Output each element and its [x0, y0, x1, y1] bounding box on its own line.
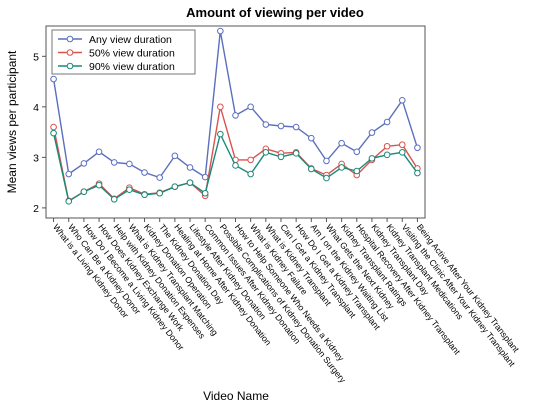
data-point [201, 189, 209, 197]
data-point [383, 151, 391, 159]
data-point [277, 122, 285, 130]
series-layer [50, 27, 421, 205]
data-point [398, 141, 406, 149]
data-point [232, 112, 239, 119]
data-point [171, 152, 179, 160]
legend-label: Any view duration [89, 34, 172, 46]
data-point [110, 159, 118, 166]
y-tick-label: 4 [33, 102, 39, 114]
data-point [201, 173, 209, 181]
data-point [126, 186, 133, 194]
x-tick-label: Being Active After Your Kidney Transplan… [415, 222, 522, 355]
data-point [110, 196, 118, 203]
data-point [80, 160, 88, 167]
legend-marker [66, 49, 74, 56]
data-point [217, 103, 224, 111]
data-point [323, 157, 330, 165]
data-point [50, 129, 57, 137]
data-point [80, 188, 88, 196]
x-axis-label: Video Name [203, 389, 269, 403]
data-point [65, 198, 73, 205]
legend-item: 90% view duration [58, 61, 175, 73]
data-point [247, 156, 254, 164]
data-point [95, 181, 103, 189]
data-point [262, 149, 270, 156]
data-point [50, 123, 57, 131]
data-point [308, 165, 315, 173]
legend-label: 90% view duration [89, 61, 175, 73]
data-point [383, 118, 391, 126]
y-axis: 2 3 4 5 [33, 51, 46, 215]
data-point [217, 27, 224, 35]
legend-item: 50% view duration [58, 47, 175, 59]
chart-title: Amount of viewing per video [186, 5, 364, 20]
data-point [383, 142, 391, 150]
data-point [247, 103, 254, 111]
series-1 [50, 27, 421, 181]
y-axis-label: Mean views per participant [5, 50, 19, 193]
data-point [414, 169, 421, 177]
data-point [186, 164, 194, 171]
data-point [338, 139, 345, 147]
data-point [95, 148, 103, 156]
data-point [414, 144, 421, 152]
data-point [141, 169, 148, 176]
y-tick-label: 3 [33, 152, 39, 164]
data-point [262, 121, 270, 128]
series-line [52, 106, 418, 202]
data-point [65, 170, 73, 178]
data-point [156, 174, 163, 181]
data-point [232, 162, 239, 169]
data-point [186, 179, 194, 186]
data-point [368, 155, 376, 162]
series-2 [50, 103, 421, 205]
legend-label: 50% view duration [89, 47, 175, 59]
data-point [353, 148, 361, 156]
legend-item: Any view duration [58, 34, 172, 46]
data-point [308, 134, 315, 142]
data-point [323, 174, 330, 182]
y-tick-label: 5 [33, 51, 39, 63]
data-point [141, 191, 148, 199]
data-point [277, 153, 285, 161]
data-point [353, 167, 361, 175]
data-point [292, 123, 300, 131]
data-point [338, 164, 345, 171]
legend-marker [66, 62, 74, 70]
data-point [398, 149, 406, 156]
y-tick-label: 2 [33, 203, 39, 215]
data-point [247, 170, 254, 178]
series-3 [50, 129, 421, 205]
data-point [126, 160, 133, 168]
data-point [171, 183, 179, 190]
data-point [217, 130, 224, 138]
data-point [368, 129, 376, 136]
data-point [292, 150, 300, 157]
data-point [50, 75, 57, 83]
data-point [156, 189, 163, 197]
legend-marker [66, 35, 74, 43]
data-point [398, 96, 406, 104]
